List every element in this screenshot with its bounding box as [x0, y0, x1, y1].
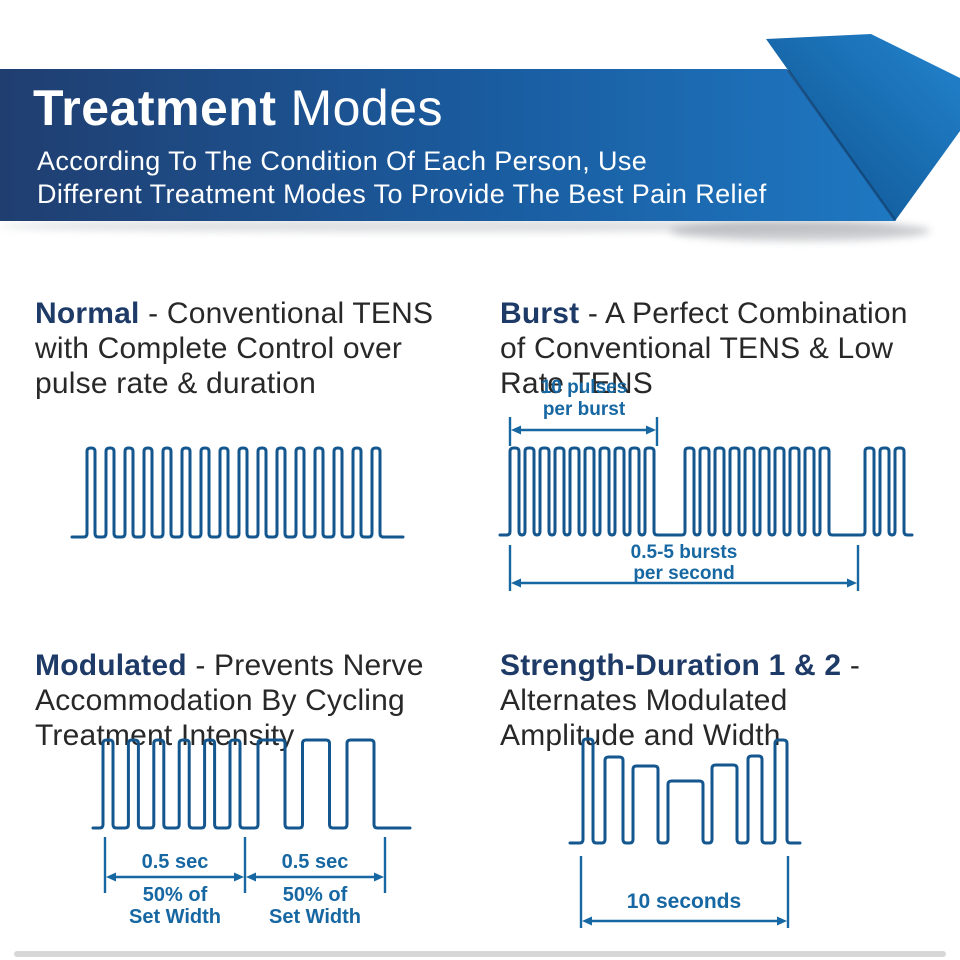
waveform-path: [568, 737, 802, 845]
normal-waveform-diagram: [70, 446, 405, 539]
banner-ribbon-graphic: [0, 34, 960, 241]
banner-title-light: Modes: [290, 80, 444, 136]
dimension-label: Set Width: [269, 906, 361, 928]
mode-modulated-keyword: Modulated: [35, 649, 187, 682]
dimension-label: 50% of: [143, 884, 208, 906]
ribbon-fold: [766, 34, 960, 221]
dimension-label: 50% of: [283, 884, 348, 906]
mode-burst-text: Burst - A Perfect Combination of Convent…: [500, 261, 908, 401]
mode-strength-keyword: Strength-Duration 1 & 2: [500, 649, 842, 682]
bottom-edge-strip: [14, 951, 946, 957]
mode-strength-text: Strength-Duration 1 & 2 - Alternates Mod…: [500, 613, 860, 753]
dimension-arrowhead-left: [511, 578, 521, 588]
dimension-arrowhead-left: [511, 425, 521, 435]
mode-strength-description: - Alternates Modulated Amplitude and Wid…: [500, 649, 861, 752]
waveform-path: [91, 738, 412, 830]
dimension-label: per burst: [543, 399, 626, 420]
mode-modulated-description: - Prevents Nerve Accommodation By Cyclin…: [35, 649, 424, 752]
banner-title-bold: Treatment: [33, 80, 277, 136]
dimension-label: 10 pulses: [541, 377, 628, 398]
mode-burst-keyword: Burst: [500, 297, 580, 330]
dimension-arrowhead-left: [582, 916, 592, 926]
banner-subtitle-line1: According To The Condition Of Each Perso…: [37, 146, 648, 176]
dimension-label: Set Width: [129, 906, 221, 928]
banner-subtitle-line2: Different Treatment Modes To Provide The…: [37, 179, 767, 209]
strength-duration-waveform-diagram: 10 seconds: [568, 737, 802, 928]
banner-bar: [0, 69, 896, 221]
dimension-arrowhead-left: [106, 872, 116, 882]
banner-title: Treatment Modes: [33, 79, 443, 137]
mode-burst-description: - A Perfect Combination of Conventional …: [500, 297, 908, 400]
mode-normal-keyword: Normal: [35, 297, 140, 330]
dimension-label: per second: [633, 563, 734, 584]
dimension-arrowhead-right: [234, 872, 244, 882]
mode-modulated-text: Modulated - Prevents Nerve Accommodation…: [35, 613, 424, 753]
mode-normal-text: Normal - Conventional TENS with Complete…: [35, 261, 433, 401]
dimension-arrowhead-right: [374, 872, 384, 882]
dimension-label: 0.5 sec: [282, 851, 349, 873]
dimension-arrowhead-right: [847, 578, 857, 588]
dimension-arrowhead-right: [646, 425, 656, 435]
waveform-path: [498, 446, 914, 537]
waveform-path: [70, 446, 405, 539]
dimension-arrowhead-left: [246, 872, 256, 882]
ribbon-crease: [786, 69, 897, 221]
dimension-label: 10 seconds: [627, 890, 741, 913]
dimension-label: 0.5-5 bursts: [631, 542, 738, 563]
dimension-label: 0.5 sec: [142, 851, 209, 873]
ribbon-shadow: [670, 221, 930, 241]
dimension-arrowhead-right: [777, 916, 787, 926]
mode-normal-description: - Conventional TENS with Complete Contro…: [35, 297, 434, 400]
